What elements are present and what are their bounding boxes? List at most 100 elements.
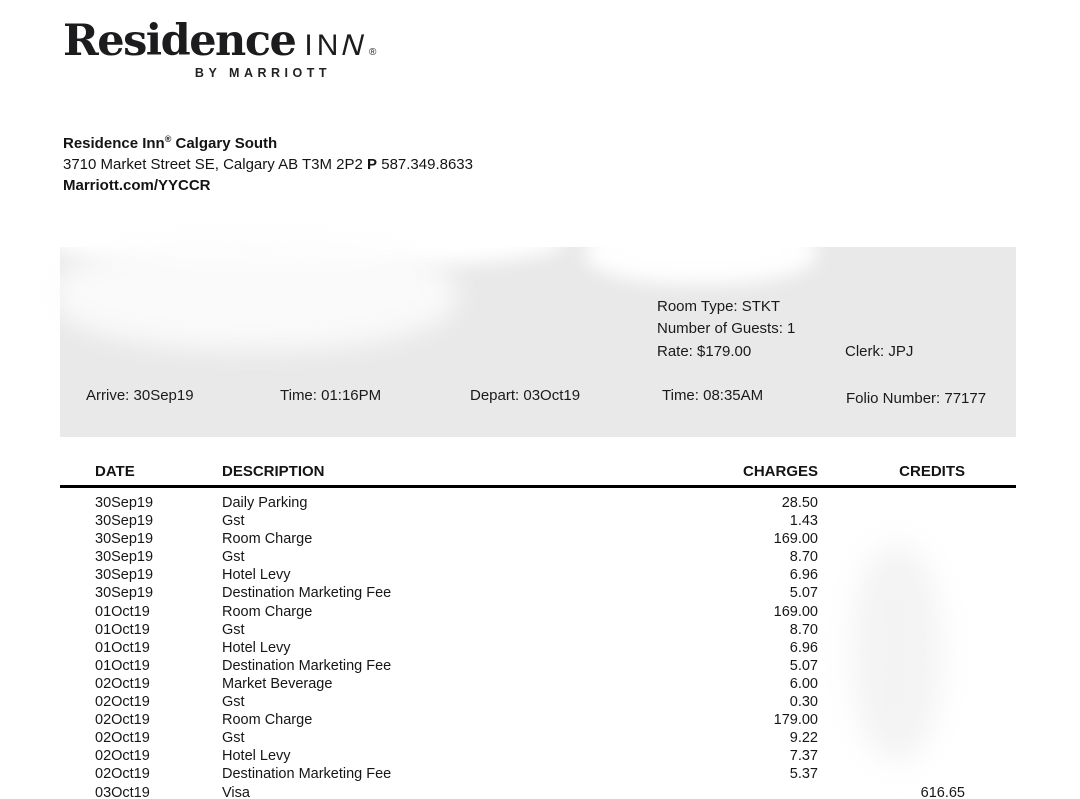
- row-charge-amount: 5.07: [789, 657, 818, 674]
- brand-logo-line: Residence INN®: [63, 16, 380, 66]
- logo-inn-slanted-n: N: [338, 29, 373, 62]
- stay-info-box: Room Type: STKT Number of Guests: 1 Rate…: [60, 247, 1016, 437]
- row-description: Gst: [222, 730, 245, 747]
- logo-residence-text: Residence: [63, 16, 297, 66]
- arrive-date-field: Arrive: 30Sep19: [86, 387, 194, 404]
- row-charge-amount: 8.70: [789, 621, 818, 638]
- table-row: 01Oct19 Hotel Levy 6.96: [60, 639, 1016, 657]
- row-charge-amount: 6.00: [789, 675, 818, 692]
- row-date: 02Oct19: [95, 730, 150, 747]
- row-date: 30Sep19: [95, 585, 154, 602]
- hotel-name: Residence Inn® Calgary South: [63, 129, 473, 154]
- row-charge-amount: 6.96: [789, 567, 818, 584]
- logo-by-marriott: BY MARRIOTT: [194, 66, 331, 80]
- row-charge-amount: 0.30: [789, 694, 818, 711]
- header-date: DATE: [95, 463, 135, 480]
- table-row: 30Sep19 Daily Parking 28.50: [60, 494, 1016, 512]
- row-description: Market Beverage: [222, 675, 333, 692]
- header-charges: CHARGES: [742, 463, 818, 480]
- row-date: 02Oct19: [95, 712, 150, 729]
- hotel-phone: 587.349.8633: [381, 156, 473, 173]
- row-credit-amount: 616.65: [920, 784, 965, 799]
- row-description: Hotel Levy: [222, 639, 291, 656]
- row-description: Room Charge: [222, 712, 313, 729]
- row-charge-amount: 169.00: [773, 603, 818, 620]
- phone-label: P: [367, 156, 378, 173]
- row-date: 01Oct19: [95, 603, 150, 620]
- table-row: 03Oct19 Visa 616.65: [60, 784, 1016, 799]
- row-description: Daily Parking: [222, 495, 308, 511]
- table-row: 30Sep19 Room Charge 169.00: [60, 530, 1016, 548]
- row-date: 01Oct19: [95, 639, 150, 656]
- row-charge-amount: 6.96: [789, 639, 818, 656]
- row-date: 30Sep19: [95, 549, 154, 566]
- table-row: 02Oct19 Destination Marketing Fee 5.37: [60, 765, 1016, 783]
- table-row: 30Sep19 Gst 8.70: [60, 548, 1016, 566]
- header-credits: CREDITS: [899, 463, 965, 480]
- row-date: 30Sep19: [95, 495, 154, 511]
- hotel-location: Calgary South: [171, 135, 278, 152]
- row-description: Visa: [222, 784, 250, 799]
- row-description: Gst: [222, 513, 245, 530]
- clerk-field: Clerk: JPJ: [845, 343, 914, 360]
- row-description: Room Charge: [222, 531, 313, 548]
- row-date: 30Sep19: [95, 531, 154, 548]
- logo-inn-text: INN®: [304, 29, 380, 63]
- row-date: 02Oct19: [95, 748, 150, 765]
- row-charge-amount: 5.07: [789, 585, 818, 602]
- row-date: 02Oct19: [95, 766, 150, 783]
- table-row: 02Oct19 Room Charge 179.00: [60, 711, 1016, 729]
- hotel-website: Marriott.com/YYCCR: [63, 177, 211, 194]
- table-row: 01Oct19 Destination Marketing Fee 5.07: [60, 657, 1016, 675]
- hotel-registered-mark: ®: [164, 134, 172, 144]
- table-header-row: DATE DESCRIPTION CHARGES CREDITS: [60, 463, 1016, 483]
- table-header-rule: [60, 485, 1016, 488]
- hotel-info-block: Residence Inn® Calgary South 3710 Market…: [63, 129, 473, 196]
- guests-field: Number of Guests: 1: [657, 320, 796, 337]
- hotel-address: 3710 Market Street SE, Calgary AB T3M 2P…: [63, 156, 363, 173]
- row-date: 02Oct19: [95, 694, 150, 711]
- table-row: 02Oct19 Gst 9.22: [60, 729, 1016, 747]
- row-date: 01Oct19: [95, 657, 150, 674]
- table-row: 01Oct19 Gst 8.70: [60, 621, 1016, 639]
- row-date: 30Sep19: [95, 513, 154, 530]
- row-charge-amount: 179.00: [773, 712, 818, 729]
- row-description: Hotel Levy: [222, 748, 291, 765]
- rate-field: Rate: $179.00: [657, 343, 752, 360]
- hotel-address-line: 3710 Market Street SE, Calgary AB T3M 2P…: [63, 154, 473, 175]
- row-charge-amount: 9.22: [789, 730, 818, 747]
- table-row: 02Oct19 Hotel Levy 7.37: [60, 747, 1016, 765]
- logo-inn-upright: IN: [304, 29, 343, 62]
- row-description: Destination Marketing Fee: [222, 657, 392, 674]
- room-type-field: Room Type: STKT: [657, 298, 781, 315]
- arrive-time-field: Time: 01:16PM: [280, 387, 382, 404]
- table-row: 30Sep19 Gst 1.43: [60, 512, 1016, 530]
- row-date: 03Oct19: [95, 784, 150, 799]
- table-row: 02Oct19 Gst 0.30: [60, 693, 1016, 711]
- row-charge-amount: 5.37: [789, 766, 818, 783]
- table-row: 30Sep19 Hotel Levy 6.96: [60, 566, 1016, 584]
- folio-number-field: Folio Number: 77177: [846, 390, 987, 407]
- row-description: Destination Marketing Fee: [222, 585, 392, 602]
- header-description: DESCRIPTION: [222, 463, 325, 480]
- row-description: Destination Marketing Fee: [222, 766, 392, 783]
- depart-time-field: Time: 08:35AM: [662, 387, 764, 404]
- row-description: Hotel Levy: [222, 567, 291, 584]
- row-description: Gst: [222, 694, 245, 711]
- row-date: 01Oct19: [95, 621, 150, 638]
- row-charge-amount: 8.70: [789, 549, 818, 566]
- registered-mark-icon: ®: [369, 47, 381, 58]
- row-date: 30Sep19: [95, 567, 154, 584]
- table-row: 02Oct19 Market Beverage 6.00: [60, 675, 1016, 693]
- row-charge-amount: 169.00: [773, 531, 818, 548]
- row-description: Room Charge: [222, 603, 313, 620]
- hotel-name-text: Residence Inn: [63, 135, 165, 152]
- depart-date-field: Depart: 03Oct19: [470, 387, 581, 404]
- table-row: 01Oct19 Room Charge 169.00: [60, 603, 1016, 621]
- row-date: 02Oct19: [95, 675, 150, 692]
- row-description: Gst: [222, 621, 245, 638]
- row-charge-amount: 7.37: [789, 748, 818, 765]
- brand-logo: Residence INN® BY MARRIOTT: [63, 16, 380, 80]
- row-description: Gst: [222, 549, 245, 566]
